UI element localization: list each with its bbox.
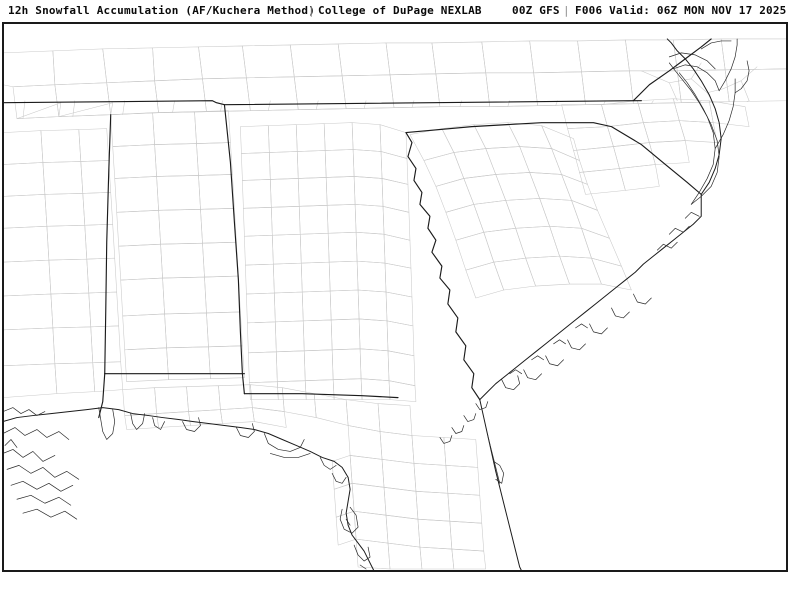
forecast-valid-label: F006 Valid: 06Z MON NOV 17 2025 [575, 4, 787, 17]
map-canvas[interactable] [3, 23, 787, 571]
model-run-label: 00Z GFS [512, 4, 560, 17]
map-border [3, 23, 787, 571]
product-title: 12h Snowfall Accumulation (AF/Kuchera Me… [8, 4, 316, 17]
header-separator-2: | [563, 4, 570, 17]
map-frame[interactable] [2, 22, 788, 572]
header-separator-1: | [308, 4, 315, 17]
data-source-label: College of DuPage NEXLAB [318, 4, 482, 17]
map-header-bar: 12h Snowfall Accumulation (AF/Kuchera Me… [0, 0, 800, 22]
county-boundaries [3, 38, 787, 570]
state-boundaries [3, 38, 712, 419]
coastlines [3, 38, 722, 571]
coastal-detail [3, 38, 750, 570]
